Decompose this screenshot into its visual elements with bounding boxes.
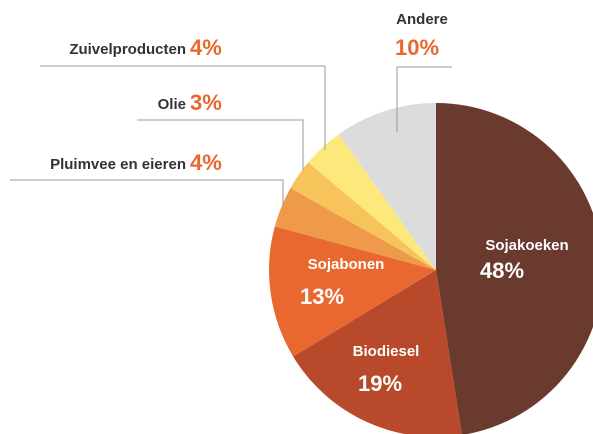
slice-label: Olie — [158, 96, 186, 113]
value-label: 10% — [395, 35, 439, 60]
slice-label: Pluimvee en eieren — [50, 156, 186, 173]
pie-slice — [269, 226, 436, 357]
pie-slice — [338, 103, 436, 270]
value-label: 3% — [190, 90, 222, 115]
pie-slice — [436, 103, 593, 434]
value-label: 13% — [300, 284, 344, 309]
value-label: 19% — [358, 371, 402, 396]
leader-line — [40, 65, 326, 150]
leader-line — [137, 119, 304, 170]
pie-slice — [308, 134, 436, 270]
slice-label: Zuivelproducten — [69, 41, 186, 58]
leader-line — [10, 179, 284, 206]
slice-label: Biodiesel — [353, 343, 420, 360]
slice-label: Sojabonen — [308, 256, 385, 273]
leader-line — [396, 66, 452, 132]
slice-label: Sojakoeken — [485, 237, 568, 254]
slice-label: Andere — [396, 11, 448, 28]
value-label: 48% — [480, 258, 524, 283]
pie-slice — [290, 162, 436, 270]
value-label: 4% — [190, 150, 222, 175]
pie-slice — [274, 188, 436, 270]
pie-slice — [293, 270, 462, 434]
value-label: 4% — [190, 35, 222, 60]
